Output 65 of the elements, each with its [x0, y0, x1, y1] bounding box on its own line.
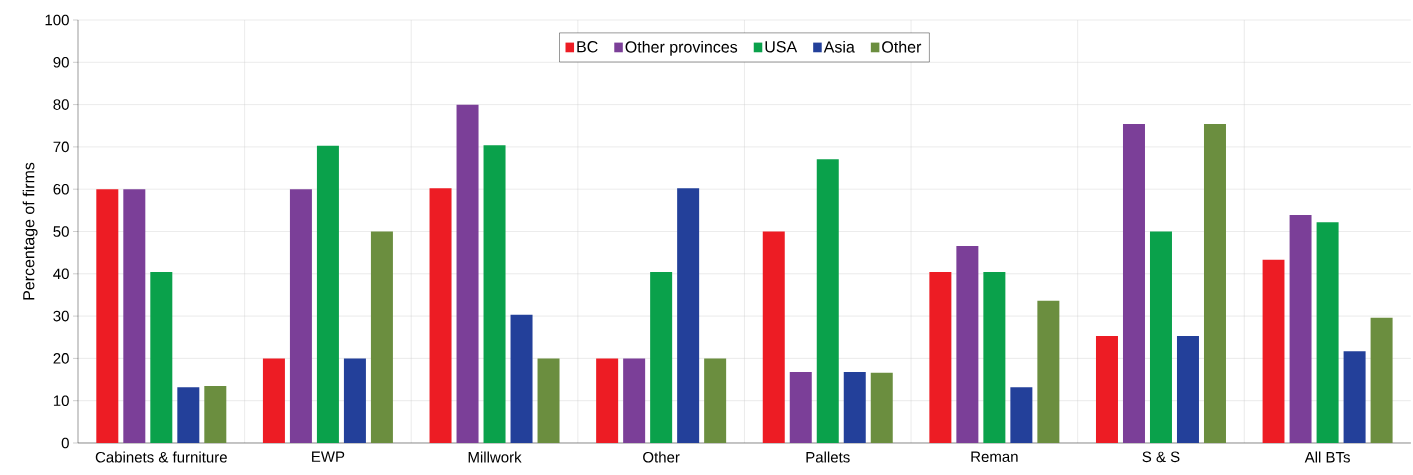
bar — [1203, 124, 1226, 443]
bar — [1010, 387, 1033, 443]
y-tick-label: 60 — [53, 183, 69, 195]
bar — [370, 231, 393, 443]
bar — [983, 272, 1006, 443]
legend-label: USA — [765, 41, 798, 53]
bar — [870, 372, 893, 443]
bar — [483, 145, 506, 443]
x-tick-label: EWP — [312, 451, 345, 462]
y-tick-label: 10 — [53, 395, 69, 406]
bar — [623, 358, 646, 443]
y-tick-label: 90 — [53, 56, 69, 68]
x-tick-label: Other — [643, 451, 680, 463]
y-tick-label: 100 — [45, 14, 69, 26]
bar — [316, 145, 339, 443]
y-tick-label: 40 — [53, 268, 69, 280]
bar — [789, 371, 812, 443]
bar — [1095, 335, 1118, 443]
bar — [289, 189, 312, 443]
x-tick-label: All BTs — [1304, 451, 1350, 463]
bar — [650, 272, 673, 443]
legend-label: BC — [577, 41, 598, 53]
bar — [1122, 124, 1145, 443]
bar — [150, 272, 173, 443]
bar — [537, 358, 560, 443]
bar — [96, 189, 119, 443]
bar — [429, 188, 452, 443]
bar — [816, 159, 839, 443]
bar — [1289, 215, 1312, 443]
y-tick-label: 70 — [53, 141, 69, 153]
bar — [843, 371, 866, 443]
bar — [762, 231, 785, 443]
bar — [177, 387, 200, 443]
bar — [677, 188, 700, 443]
bar — [510, 314, 533, 443]
y-tick-label: 30 — [53, 310, 69, 322]
y-tick-label: 20 — [53, 353, 69, 364]
y-tick-label: 80 — [53, 99, 69, 110]
bar — [1037, 300, 1060, 443]
bar — [929, 272, 952, 443]
y-tick-label: 50 — [53, 226, 69, 237]
bar — [1316, 222, 1339, 443]
x-tick-label: Reman — [971, 451, 1018, 462]
y-axis-title: Percentage of firms — [22, 162, 38, 300]
bar — [596, 358, 619, 443]
bar — [343, 358, 366, 443]
x-tick-label: Cabinets & furniture — [95, 451, 227, 463]
bar — [123, 189, 146, 443]
bar — [204, 385, 227, 443]
x-tick-label: Millwork — [468, 451, 522, 463]
bar — [1176, 335, 1199, 443]
x-tick-label: S & S — [1142, 451, 1180, 463]
bar — [262, 358, 285, 443]
bar — [1262, 259, 1285, 443]
bar — [956, 245, 979, 443]
bar — [1343, 351, 1366, 443]
legend-label: Other — [882, 40, 922, 53]
bar — [704, 358, 727, 443]
y-tick-label: 0 — [61, 437, 69, 449]
bar — [1149, 231, 1172, 443]
bar — [1370, 317, 1393, 443]
bar — [456, 104, 479, 443]
legend-label: Other provinces — [625, 40, 738, 56]
legend-label: Asia — [823, 40, 855, 53]
x-tick-label: Pallets — [806, 451, 850, 463]
